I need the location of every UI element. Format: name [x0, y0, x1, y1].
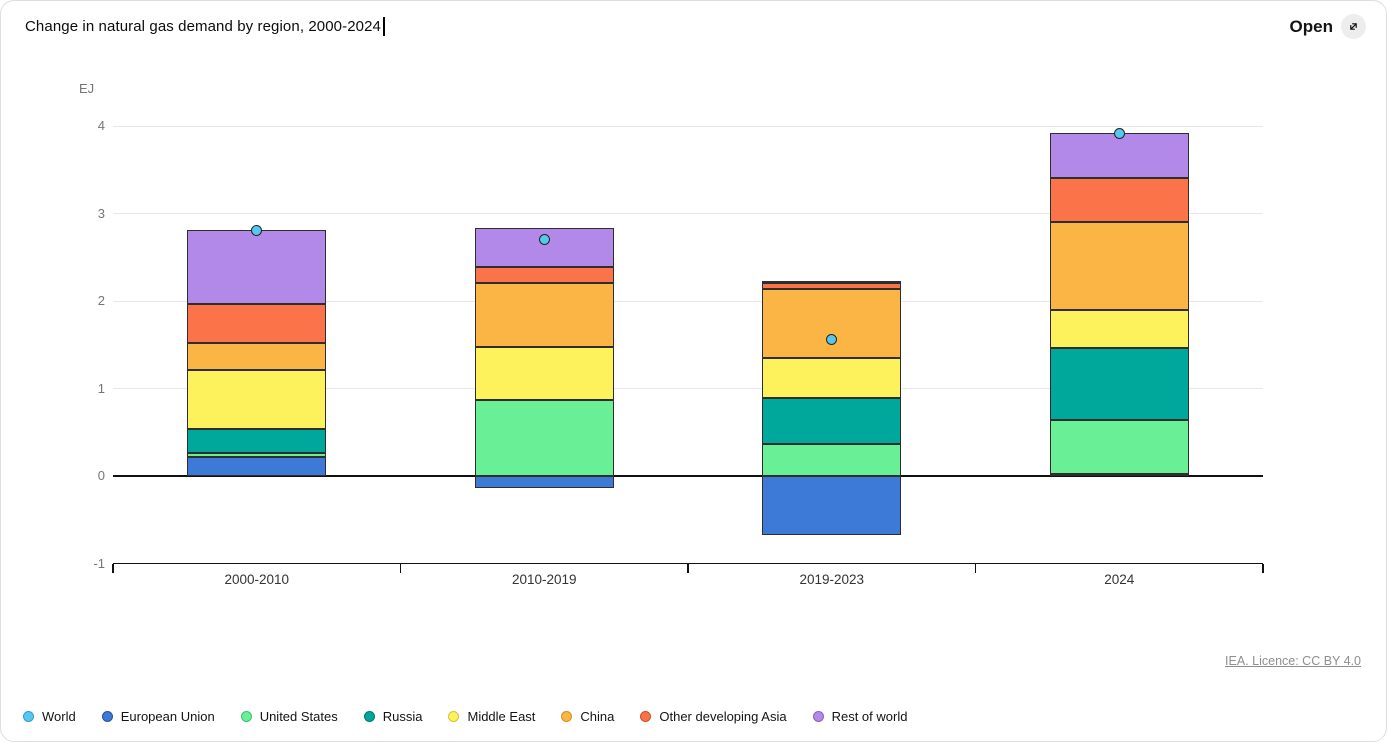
- legend-item-china[interactable]: China: [561, 709, 614, 724]
- legend-label: World: [42, 709, 76, 724]
- bar-segment-rest-of-world[interactable]: [1049, 133, 1189, 178]
- gridline: [113, 125, 1263, 127]
- legend: World European Union United States Russia Mi…: [23, 709, 907, 724]
- bar-segment-united-states[interactable]: [762, 443, 902, 476]
- middle-east-legend-dot-icon: [448, 711, 460, 722]
- legend-item-rest-of-world[interactable]: Rest of world: [812, 709, 908, 724]
- bar-segment-russia[interactable]: [762, 398, 902, 444]
- legend-label: Middle East: [467, 709, 536, 724]
- text-cursor: [383, 17, 385, 36]
- x-axis-tick: [687, 563, 689, 573]
- bar-segment-other-developing-asia[interactable]: [762, 282, 902, 289]
- bar-segment-other-developing-asia[interactable]: [1049, 177, 1189, 223]
- legend-label: United States: [259, 709, 338, 724]
- legend-item-world[interactable]: World: [23, 709, 76, 724]
- x-axis-category-label: 2019-2023: [799, 571, 865, 587]
- bar-segment-rest-of-world[interactable]: [474, 227, 614, 267]
- bar-segment-rest-of-world[interactable]: [187, 230, 327, 304]
- legend-label: Other developing Asia: [659, 709, 787, 724]
- x-axis-tick: [112, 563, 114, 573]
- gridline: [113, 213, 1263, 214]
- other-developing-asia-legend-dot-icon: [640, 711, 652, 722]
- legend-item-united-states[interactable]: United States: [240, 709, 338, 724]
- bar-segment-united-states[interactable]: [1049, 420, 1189, 475]
- x-axis-category-label: 2000-2010: [224, 571, 290, 587]
- gridline: [113, 388, 1263, 389]
- y-axis-tick-label: 3: [97, 205, 105, 221]
- world-marker[interactable]: [1113, 127, 1125, 139]
- bar-segment-european-union[interactable]: [762, 476, 902, 535]
- y-axis-tick-label: -1: [93, 555, 105, 571]
- russia-legend-dot-icon: [363, 711, 375, 722]
- zero-line: [113, 475, 1263, 477]
- y-axis-tick-label: 2: [97, 293, 105, 308]
- bar-segment-united-states[interactable]: [474, 399, 614, 476]
- china-legend-dot-icon: [561, 711, 573, 722]
- legend-label: Rest of world: [831, 709, 908, 724]
- open-button-label: Open: [1289, 16, 1333, 36]
- bar-segment-rest-of-world[interactable]: [762, 280, 902, 283]
- bar-segment-other-developing-asia[interactable]: [474, 266, 614, 283]
- bar-segment-china[interactable]: [474, 282, 614, 348]
- bar-segment-china[interactable]: [1049, 222, 1189, 310]
- bar-segment-russia[interactable]: [187, 428, 327, 454]
- legend-item-middle-east[interactable]: Middle East: [448, 709, 535, 724]
- x-axis-category-label: 2010-2019: [511, 571, 577, 587]
- bar-segment-middle-east[interactable]: [474, 347, 614, 400]
- legend-label: Russia: [382, 709, 423, 724]
- expand-icon[interactable]: [1341, 14, 1366, 39]
- bar-segment-russia[interactable]: [1049, 348, 1189, 420]
- x-axis-tick: [1262, 563, 1264, 573]
- x-axis-tick: [974, 563, 977, 573]
- legend-label: China: [580, 709, 615, 724]
- world-legend-dot-icon: [23, 711, 34, 722]
- bar-segment-european-union[interactable]: [474, 476, 614, 489]
- legend-item-russia[interactable]: Russia: [363, 709, 423, 724]
- chart-title-text: Change in natural gas demand by region, …: [25, 18, 381, 35]
- y-axis-tick-label: 1: [97, 380, 105, 396]
- y-axis-unit-label: EJ: [79, 81, 95, 96]
- bar-segment-united-states[interactable]: [187, 453, 327, 457]
- rest-of-world-legend-dot-icon: [812, 711, 824, 722]
- world-marker[interactable]: [251, 224, 263, 236]
- y-axis-tick-label: 4: [97, 118, 105, 133]
- gridline: [113, 300, 1263, 302]
- bar-segment-other-developing-asia[interactable]: [187, 303, 327, 343]
- bar-segment-china[interactable]: [187, 343, 327, 371]
- chart-title[interactable]: Change in natural gas demand by region, …: [25, 17, 385, 36]
- bar-segment-china[interactable]: [762, 288, 902, 358]
- bar-segment-middle-east[interactable]: [187, 370, 327, 429]
- x-axis-tick: [399, 563, 402, 573]
- bar-segment-european-union[interactable]: [187, 456, 327, 476]
- world-marker[interactable]: [538, 234, 550, 246]
- european-union-legend-dot-icon: [101, 711, 113, 722]
- legend-item-european-union[interactable]: European Union: [101, 709, 215, 724]
- bar-segment-middle-east[interactable]: [762, 357, 902, 399]
- bar-segment-european-union[interactable]: [1049, 474, 1189, 477]
- legend-item-other-developing-asia[interactable]: Other developing Asia: [640, 709, 787, 724]
- open-button[interactable]: Open: [1290, 14, 1366, 39]
- legend-label: European Union: [120, 709, 215, 724]
- world-marker[interactable]: [826, 334, 838, 345]
- united-states-legend-dot-icon: [240, 711, 252, 722]
- x-axis-category-label: 2024: [1104, 571, 1135, 587]
- bar-segment-middle-east[interactable]: [1049, 309, 1189, 349]
- y-axis-tick-label: 0: [97, 468, 105, 483]
- licence-link[interactable]: IEA. Licence: CC BY 4.0: [1225, 654, 1361, 668]
